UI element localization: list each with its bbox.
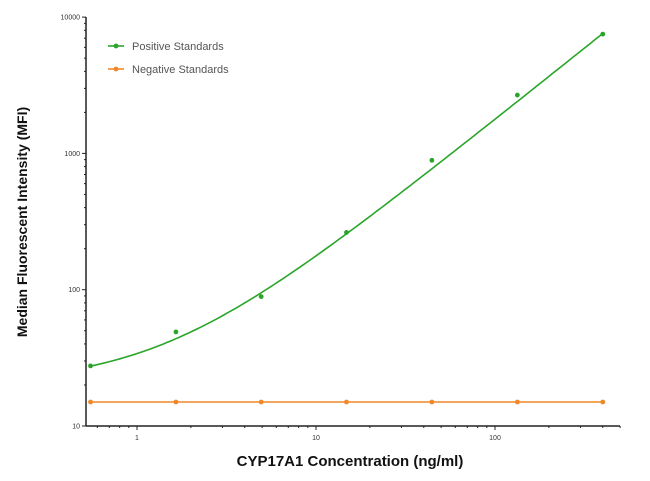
legend-label: Negative Standards (132, 64, 229, 76)
x-tick-label: 1 (135, 435, 139, 442)
data-point (429, 157, 435, 163)
y-tick-label: 10 (72, 424, 80, 431)
x-axis-title: CYP17A1 Concentration (ng/ml) (237, 453, 464, 470)
y-axis-title: Median Fluorescent Intensity (MFI) (14, 107, 30, 337)
legend-swatch-marker (113, 66, 119, 72)
y-tick-label: 1000 (64, 151, 80, 158)
data-point (600, 399, 606, 405)
data-point (344, 230, 349, 235)
data-point (258, 294, 264, 299)
legend-label: Positive Standards (132, 41, 224, 53)
legend-swatch-marker (113, 43, 119, 49)
data-point (88, 399, 93, 405)
series-positive-standards (88, 31, 606, 369)
data-point (514, 92, 520, 98)
data-point (88, 363, 93, 369)
data-point (344, 399, 349, 405)
data-point (173, 329, 179, 335)
data-point (258, 399, 264, 405)
x-tick-label: 100 (489, 435, 501, 442)
data-point (600, 31, 606, 37)
data-point (429, 399, 435, 405)
legend: Positive Standards Negative Standards (108, 41, 229, 76)
data-point (173, 399, 179, 405)
series-layer (88, 31, 606, 405)
data-point (514, 399, 520, 405)
axes: 10 100 1000 10000 1 10 100 (61, 15, 621, 442)
fit-curve (90, 32, 604, 367)
y-tick-label: 10000 (61, 15, 81, 22)
y-tick-label: 100 (68, 287, 80, 294)
series-negative-standards (88, 399, 606, 405)
x-tick-label: 10 (312, 435, 320, 442)
